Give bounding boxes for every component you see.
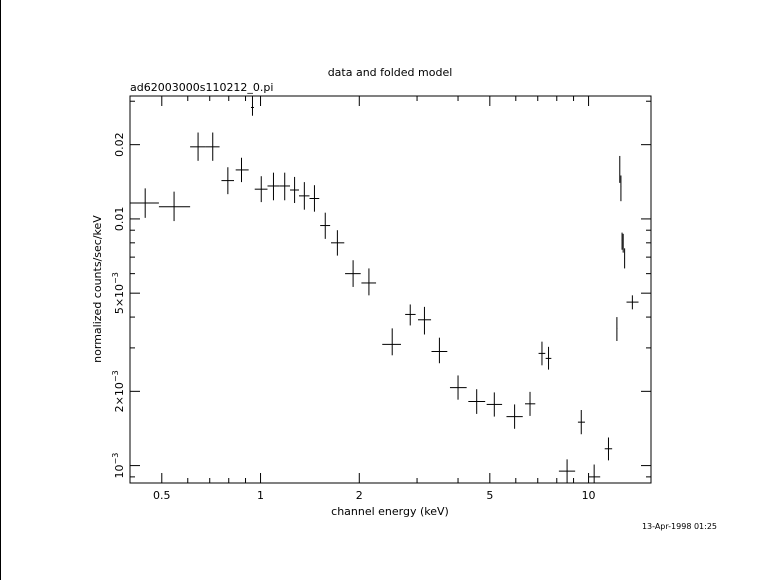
y-tick-mantissa: 0.01	[113, 207, 126, 232]
timestamp: 13-Apr-1998 01:25	[642, 522, 717, 531]
data-point	[486, 392, 503, 417]
data-point	[250, 96, 254, 116]
y-tick-exponent: −3	[111, 272, 120, 284]
data-point	[361, 268, 377, 296]
y-tick-label: 5×10−3	[111, 272, 126, 314]
y-tick-exponent: −3	[111, 453, 120, 465]
data-point	[417, 306, 432, 335]
data-point	[382, 328, 401, 356]
x-tick-label: 2	[356, 489, 363, 502]
y-tick-label: 0.02	[113, 132, 126, 157]
plot-area	[129, 95, 652, 484]
y-tick-mantissa: 10	[113, 464, 126, 478]
y-tick-mantissa: 2×10	[113, 382, 126, 412]
y-axis-label: normalized counts/sec/keV	[91, 215, 104, 363]
data-point	[158, 191, 191, 222]
x-tick-label: 0.5	[153, 489, 171, 502]
data-point	[545, 346, 552, 370]
y-tick-label: 10−3	[111, 453, 126, 479]
data-point	[235, 157, 249, 183]
data-point	[309, 185, 320, 212]
data-point	[616, 317, 618, 341]
x-tick-label: 5	[486, 489, 493, 502]
data-point	[130, 188, 159, 218]
x-axis-ticks: 0.5 1 2 5 10	[129, 96, 596, 502]
data-points	[130, 96, 639, 483]
chart-subtitle: ad62003000s110212_0.pi	[130, 81, 273, 94]
y-tick-exponent: −3	[111, 370, 120, 382]
data-point	[290, 176, 300, 204]
y-tick-mantissa: 5×10	[113, 284, 126, 314]
data-point	[279, 172, 291, 201]
data-point	[405, 304, 416, 326]
x-axis-label: channel energy (keV)	[331, 505, 449, 518]
data-point	[299, 182, 310, 210]
data-point	[267, 172, 280, 201]
data-point	[449, 375, 467, 400]
y-axis-ticks: 10−32×10−35×10−30.010.02	[111, 100, 651, 479]
data-point	[205, 132, 220, 161]
data-point	[538, 341, 546, 366]
chart-title: data and folded model	[328, 66, 453, 79]
data-point	[254, 176, 268, 203]
data-point	[190, 132, 206, 161]
y-tick-label: 2×10−3	[111, 370, 126, 412]
data-point	[524, 391, 536, 416]
data-point	[345, 260, 361, 287]
data-point	[468, 389, 486, 414]
y-tick-label: 0.01	[113, 207, 126, 232]
x-tick-label: 10	[582, 489, 596, 502]
data-point	[320, 212, 331, 239]
data-point	[626, 295, 639, 310]
data-point	[331, 230, 345, 256]
data-point	[604, 437, 613, 461]
y-tick-mantissa: 0.02	[113, 132, 126, 157]
data-point	[577, 410, 585, 435]
x-tick-label: 1	[257, 489, 264, 502]
data-point	[588, 464, 601, 483]
data-point	[558, 459, 576, 483]
data-point	[506, 404, 523, 429]
data-point	[221, 167, 234, 195]
data-point	[431, 337, 448, 364]
